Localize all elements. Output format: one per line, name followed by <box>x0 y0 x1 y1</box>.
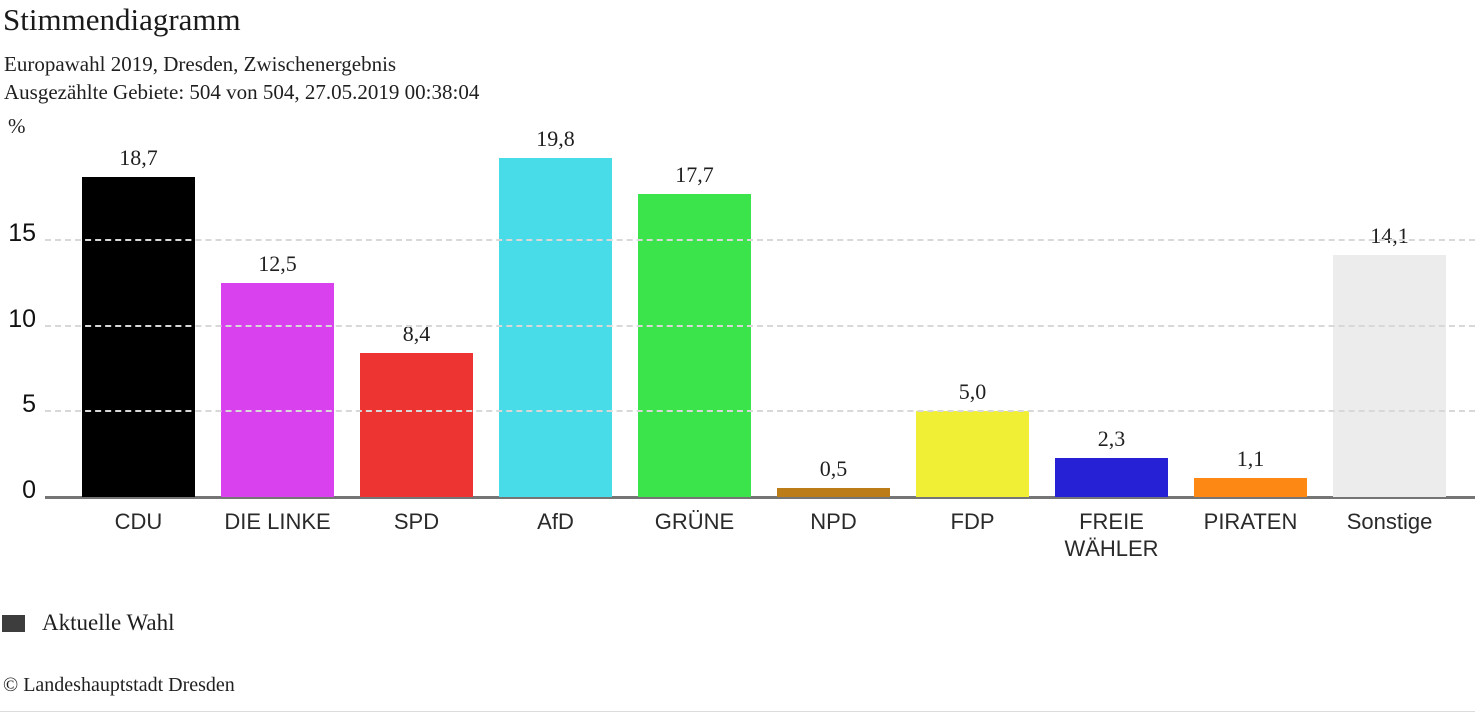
bar-fdp: 5,0 <box>916 379 1029 497</box>
x-label-die-linke: DIE LINKE <box>224 509 331 534</box>
bar-freie-wähler: 2,3 <box>1055 426 1168 497</box>
y-tick-label-15: 15 <box>8 219 36 248</box>
y-tick-label-0: 0 <box>22 476 36 504</box>
x-label-piraten: PIRATEN <box>1203 509 1298 534</box>
bar-value-label: 17,7 <box>675 161 714 187</box>
x-label-afd: AfD <box>537 509 574 534</box>
bar-grüne: 17,7 <box>638 162 751 497</box>
x-label-grüne: GRÜNE <box>654 509 735 534</box>
bars-group: 18,7 12,5 8,4 19,8 17,7 0,5 5,0 2,3 1,1 14,1 <box>82 126 1446 497</box>
chart-legend: Aktuelle Wahl <box>2 610 175 636</box>
counted-districts-status: Ausgezählte Gebiete: 504 von 504, 27.05.… <box>4 80 480 104</box>
bar-chart-plot-area: 18,7 12,5 8,4 19,8 17,7 0,5 5,0 2,3 1,1 14,1 0 5 10… <box>0 126 1475 504</box>
x-axis-baseline <box>45 496 1475 499</box>
legend-swatch <box>2 614 25 632</box>
bar-value-label: 19,8 <box>536 125 575 151</box>
x-label-spd: SPD <box>393 509 440 534</box>
y-tick-label-10: 10 <box>8 304 36 333</box>
bar-afd: 19,8 <box>499 126 612 497</box>
bar-sonstige: 14,1 <box>1333 223 1446 497</box>
bar-value-label: 2,3 <box>1097 425 1126 451</box>
bar-spd: 8,4 <box>360 321 473 497</box>
bar-cdu: 18,7 <box>82 145 195 497</box>
bar-value-label: 1,1 <box>1236 446 1265 472</box>
bar-value-label: 0,5 <box>819 456 848 482</box>
bar-die-linke: 12,5 <box>221 251 334 497</box>
bar-npd: 0,5 <box>777 456 890 497</box>
x-axis-category-labels: CDU DIE LINKE SPD AfD GRÜNE NPD FDP FREIE WÄHLE… <box>82 508 1446 562</box>
x-label-npd: NPD <box>810 509 857 534</box>
x-label-sonstige: Sonstige <box>1346 509 1433 534</box>
y-axis-unit-label: % <box>8 114 26 138</box>
bar-value-label: 14,1 <box>1370 223 1409 249</box>
page-title: Stimmendiagramm <box>3 2 241 37</box>
bar-value-label: 5,0 <box>958 379 987 405</box>
legend-label: Aktuelle Wahl <box>42 610 175 635</box>
chart-subtitle: Europawahl 2019, Dresden, Zwischenergebn… <box>4 52 397 76</box>
gridline-5 <box>45 410 1475 413</box>
bar-value-label: 18,7 <box>119 144 158 170</box>
bar-piraten: 1,1 <box>1194 446 1307 497</box>
bar-value-label: 12,5 <box>258 250 297 276</box>
x-label-freie-wähler: FREIE WÄHLER <box>1064 509 1159 561</box>
copyright-notice: © Landeshauptstadt Dresden <box>3 674 235 696</box>
x-label-fdp: FDP <box>950 509 995 534</box>
gridline-15 <box>45 239 1475 242</box>
x-label-cdu: CDU <box>114 509 163 534</box>
y-tick-label-5: 5 <box>22 390 36 419</box>
gridline-10 <box>45 324 1475 327</box>
